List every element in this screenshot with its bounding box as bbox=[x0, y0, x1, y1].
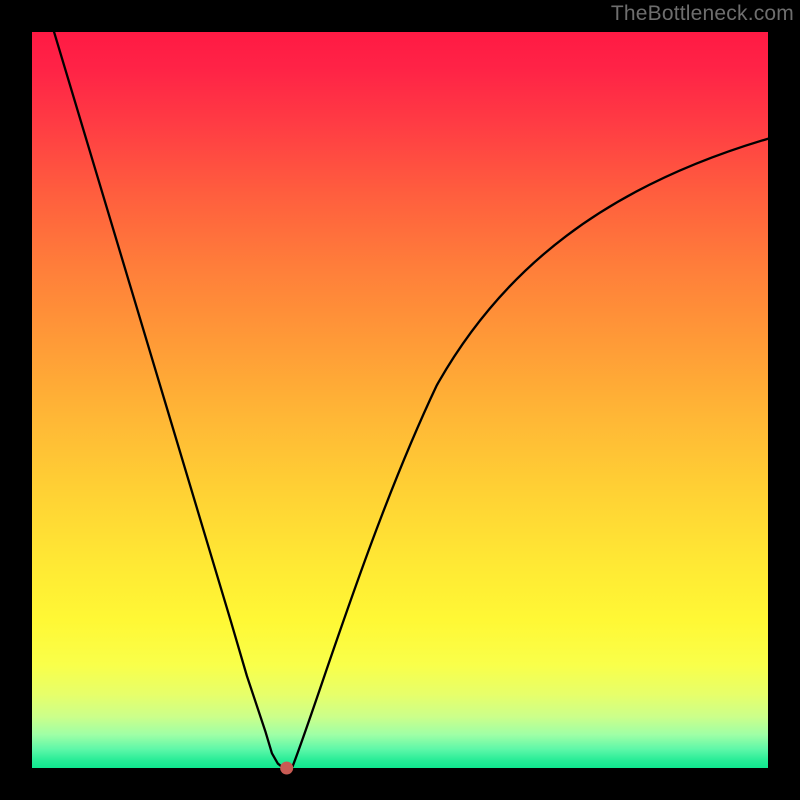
bottleneck-chart bbox=[0, 0, 800, 800]
chart-container: TheBottleneck.com bbox=[0, 0, 800, 800]
optimal-point-marker bbox=[280, 762, 293, 775]
watermark-text: TheBottleneck.com bbox=[611, 2, 794, 26]
plot-gradient-background bbox=[32, 32, 768, 768]
